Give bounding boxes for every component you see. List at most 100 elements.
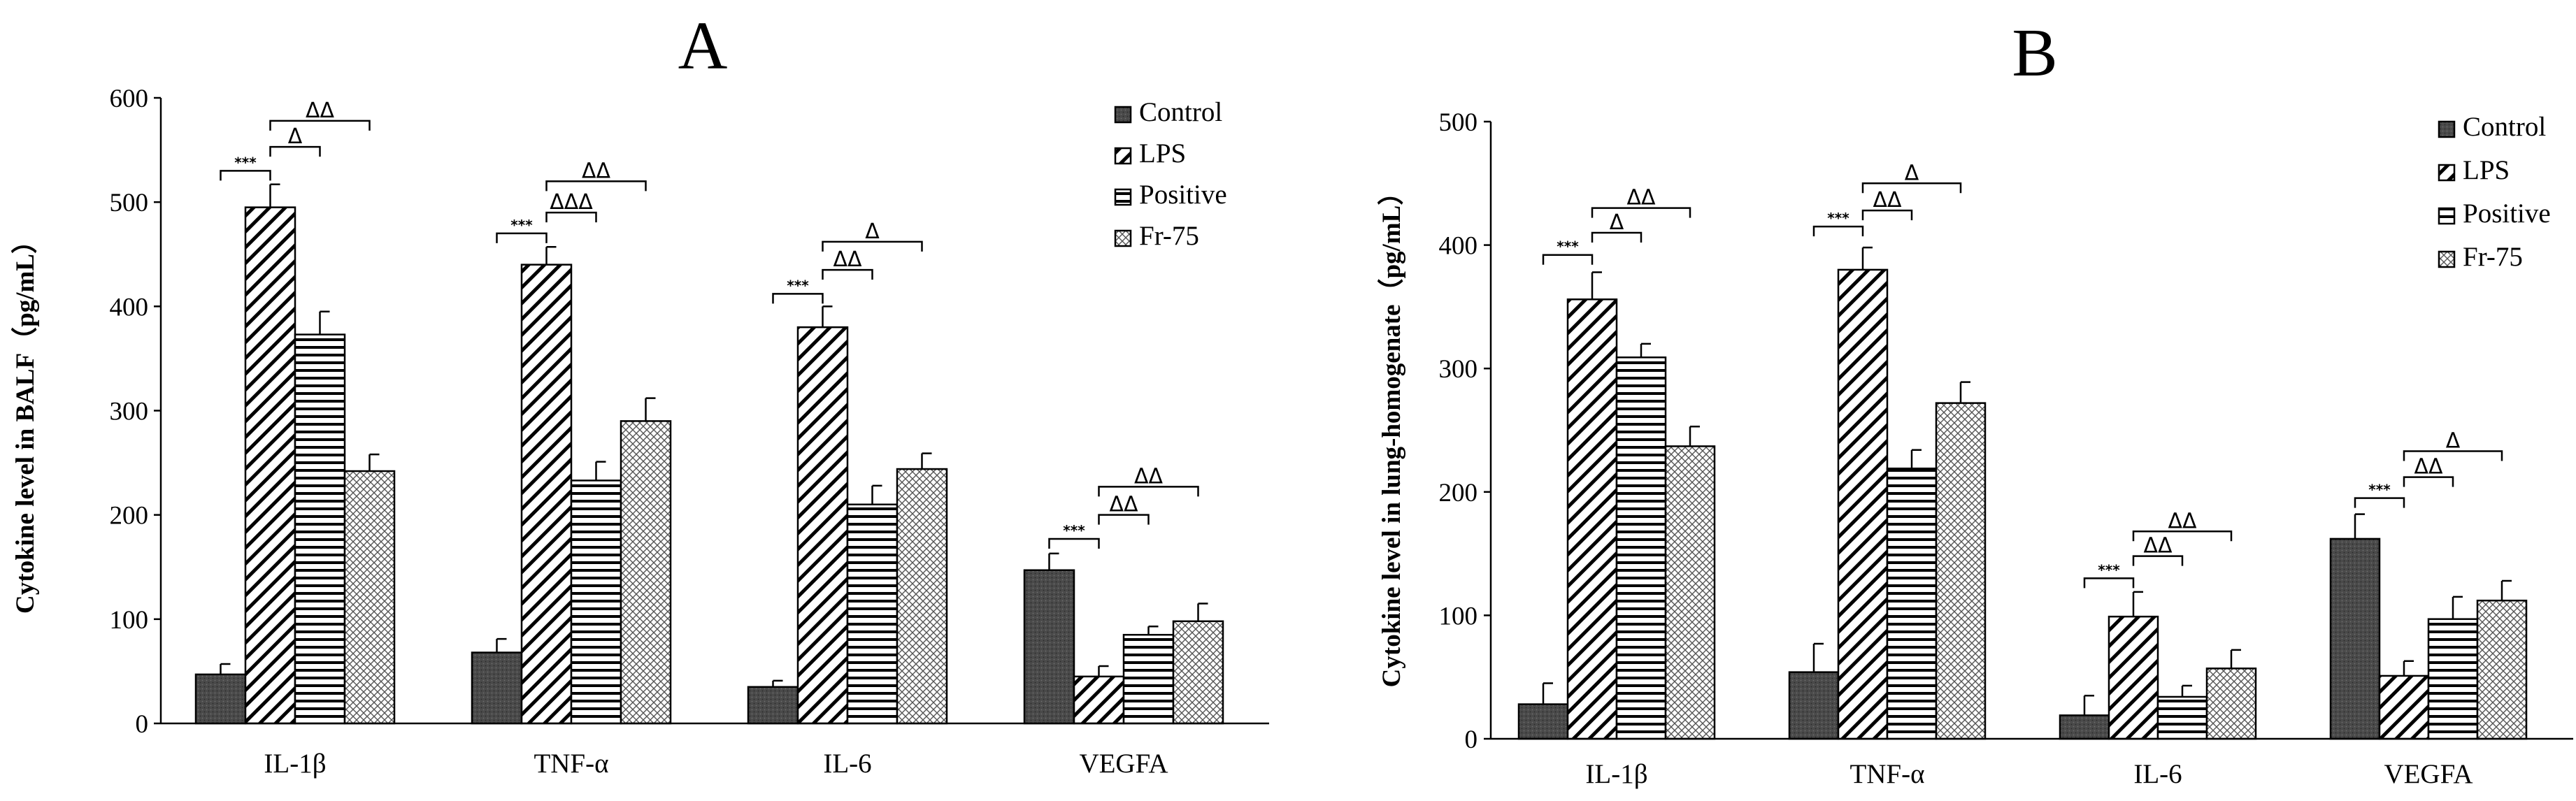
panel-label: A: [678, 8, 728, 84]
y-tick-label: 500: [110, 189, 149, 217]
significance-label: Δ: [1610, 210, 1624, 235]
error-bar: [269, 183, 280, 208]
significance-label: Δ: [2446, 429, 2461, 454]
bar: [1886, 467, 1938, 740]
significance-label: ΔΔ: [1134, 464, 1164, 489]
bar: [1788, 671, 1840, 740]
legend-item: Fr-75: [2438, 242, 2523, 272]
bar: [343, 470, 396, 725]
y-tick-label: 400: [1439, 232, 1478, 261]
category-label: IL-6: [823, 749, 871, 779]
bar: [1935, 402, 1987, 740]
y-tick-label: 600: [110, 85, 149, 113]
bar: [570, 479, 622, 725]
significance-label: ***: [2368, 482, 2391, 498]
y-tick-label: 0: [1465, 726, 1478, 754]
significance-bracket: [2132, 555, 2184, 566]
error-bar: [871, 484, 882, 505]
bar: [1566, 298, 1618, 740]
error-bar: [595, 461, 606, 481]
legend-label: Fr-75: [2463, 242, 2523, 272]
error-bar: [2230, 649, 2241, 669]
significance-bracket: [822, 268, 873, 280]
legend-item: LPS: [2438, 155, 2510, 185]
bar: [1837, 268, 1889, 740]
significance-bracket: [496, 232, 548, 243]
bars: [1517, 246, 2528, 740]
error-bar: [1959, 381, 1970, 403]
bar: [896, 468, 948, 725]
significance-bracket: [1591, 207, 1691, 218]
significance-bracket: [545, 211, 597, 223]
significance-label: ***: [1063, 522, 1085, 539]
bar: [2059, 714, 2110, 740]
significance-bracket: [269, 145, 321, 157]
category-label: TNF-α: [534, 749, 608, 779]
y-axis-label: Cytokine level in lung-homogenate（pg/mL）: [1377, 180, 1406, 688]
legend-label: Control: [1139, 97, 1222, 127]
bar: [1517, 703, 1569, 740]
error-bar: [1910, 449, 1922, 469]
error-bar: [1812, 642, 1824, 672]
significance-bracket: [822, 240, 923, 252]
bar: [2156, 695, 2208, 740]
significance-bracket: [1861, 209, 1913, 221]
significance-label: ΔΔ: [833, 247, 862, 272]
error-bar: [1098, 665, 1109, 677]
significance-label: ***: [2098, 561, 2120, 578]
error-bar: [1048, 552, 1059, 570]
bars: [194, 183, 1224, 725]
category-label: TNF-α: [1849, 759, 1924, 789]
error-bar: [2452, 596, 2463, 619]
legend-label: Positive: [2463, 199, 2551, 229]
bar: [471, 651, 523, 725]
significance-label: ***: [1557, 238, 1579, 255]
legend-item: Control: [1114, 97, 1222, 127]
significance-label: ΔΔ: [582, 159, 611, 183]
y-tick-label: 100: [1439, 602, 1478, 630]
significance-label: ΔΔ: [2168, 509, 2197, 533]
significance-bracket: [1591, 231, 1643, 243]
legend-item: Fr-75: [1114, 221, 1199, 251]
significance-label: Δ: [1905, 161, 1919, 185]
category-label: IL-1β: [1585, 759, 1647, 789]
significance-label: ***: [1827, 210, 1849, 226]
y-tick-label: 300: [110, 398, 149, 426]
bar: [244, 206, 296, 725]
significance-label: ΔΔ: [1109, 493, 1138, 517]
category-label: IL-1β: [264, 749, 326, 779]
legend-swatch: [1114, 106, 1132, 124]
error-bar: [1147, 626, 1159, 635]
legend-label: Control: [2463, 112, 2546, 142]
significance-bracket: [1048, 537, 1100, 549]
error-bar: [545, 246, 557, 265]
legend-swatch: [1114, 188, 1132, 206]
bar: [1172, 620, 1224, 725]
bar: [747, 686, 799, 725]
bar: [1122, 633, 1175, 725]
error-bar: [921, 452, 932, 470]
legend: Control LPS Positive Fr-75: [1114, 97, 1227, 251]
legend-label: LPS: [1139, 138, 1186, 168]
error-bar: [2403, 660, 2414, 676]
bar: [2329, 537, 2381, 740]
y-tick-label: 200: [110, 502, 149, 531]
legend-item: Positive: [1114, 180, 1227, 210]
error-bar: [496, 637, 507, 653]
bar: [2427, 618, 2479, 740]
error-bar: [2500, 579, 2512, 601]
significance-bracket: [1812, 225, 1864, 237]
y-tick-label: 0: [136, 710, 149, 739]
chart-panel-a: A Cytokine level in BALF（pg/mL） 0 100 200 3…: [10, 8, 1269, 779]
y-tick-label: 300: [1439, 355, 1478, 384]
error-bar: [319, 310, 330, 335]
legend-swatch: [1114, 229, 1132, 247]
y-tick-label: 500: [1439, 108, 1478, 137]
significance-bracket: [1098, 514, 1150, 525]
significance-bracket: [220, 170, 271, 181]
y-tick-label: 100: [110, 606, 149, 635]
legend-item: LPS: [1114, 138, 1186, 168]
bar: [620, 420, 672, 725]
